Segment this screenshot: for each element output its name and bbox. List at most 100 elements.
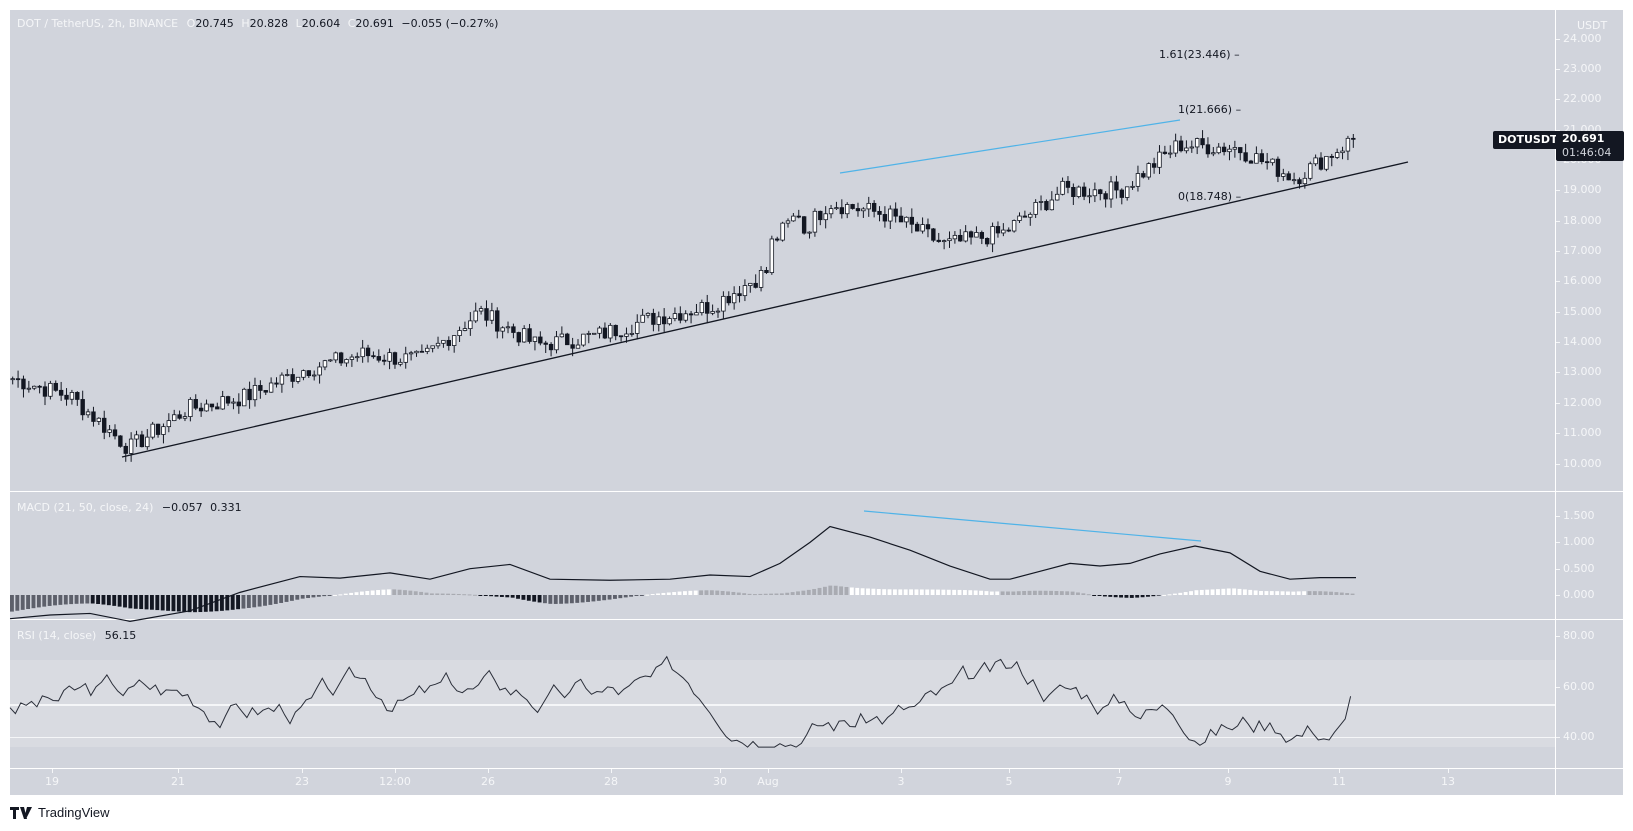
- candle: [1194, 137, 1200, 155]
- candle: [705, 294, 710, 323]
- candle: [96, 417, 102, 425]
- candle: [839, 199, 845, 219]
- candle: [317, 362, 322, 384]
- price-axis-tick: [1556, 38, 1560, 40]
- candle: [925, 218, 931, 238]
- candle: [958, 229, 963, 242]
- tradingview-logo[interactable]: TradingView: [10, 805, 110, 820]
- candle: [435, 336, 441, 349]
- ascending-trendline[interactable]: [121, 161, 1409, 458]
- pane-separator-rsi[interactable]: [10, 619, 1623, 620]
- fib-level-161[interactable]: 1.61(23.446) –: [1159, 48, 1240, 61]
- fib-level-0[interactable]: 0(18.748) –: [1178, 190, 1242, 203]
- candle: [678, 306, 683, 324]
- candle: [1103, 191, 1108, 208]
- candle: [408, 350, 414, 361]
- candle: [1243, 143, 1248, 163]
- candle: [882, 206, 888, 228]
- candle: [1049, 191, 1055, 211]
- candle: [575, 339, 581, 349]
- macd-divergence-line[interactable]: [863, 510, 1202, 542]
- candle: [1071, 183, 1076, 205]
- candle: [1184, 140, 1189, 154]
- candle: [1286, 171, 1291, 181]
- candle: [1006, 227, 1011, 233]
- candle: [1108, 176, 1114, 208]
- rsi-lower-line: [10, 737, 1555, 738]
- candle: [376, 349, 382, 363]
- candle: [285, 369, 290, 377]
- chart-container[interactable]: DOT / TetherUS, 2h, BINANCE O20.745 H20.…: [9, 10, 1624, 795]
- candle: [645, 312, 651, 319]
- candle: [608, 323, 613, 343]
- candle: [532, 336, 538, 351]
- candle: [511, 323, 516, 339]
- candle: [1033, 199, 1038, 219]
- candle: [75, 391, 80, 406]
- candle: [128, 432, 134, 462]
- price-axis-tick: [1556, 342, 1560, 344]
- resistance-line[interactable]: [839, 119, 1181, 174]
- candle: [473, 302, 478, 323]
- candle: [586, 330, 591, 344]
- last-price-tag: 20.691 01:46:04: [1556, 131, 1624, 161]
- candle: [419, 344, 425, 353]
- candle: [931, 227, 936, 243]
- candle: [775, 236, 780, 242]
- candle: [1135, 165, 1141, 192]
- candle: [161, 423, 166, 444]
- candle: [683, 310, 688, 323]
- macd-axis-label: 1.000: [1563, 535, 1595, 549]
- fib-level-1[interactable]: 1(21.666) –: [1178, 103, 1242, 116]
- candle: [521, 325, 527, 343]
- rsi-pane[interactable]: [9, 620, 1555, 768]
- candle: [1340, 146, 1345, 160]
- candle: [177, 410, 182, 420]
- macd-axis-label: 1.500: [1563, 509, 1595, 522]
- candle: [425, 344, 430, 355]
- candle: [764, 266, 769, 274]
- candle: [1151, 157, 1157, 174]
- candle: [274, 377, 279, 388]
- time-axis-label: 21: [171, 775, 185, 788]
- price-axis-tick: [1556, 402, 1560, 404]
- candle: [322, 359, 328, 371]
- candle: [742, 279, 748, 302]
- candle: [1011, 219, 1017, 233]
- candle: [861, 207, 866, 218]
- price-axis-label: 10.000: [1563, 456, 1602, 470]
- candle: [1238, 147, 1243, 161]
- rsi-value: 56.15: [104, 629, 137, 642]
- price-axis-label: 12.000: [1563, 395, 1602, 409]
- candle: [559, 326, 565, 338]
- candle: [791, 213, 796, 222]
- candle: [252, 377, 258, 407]
- candle: [1060, 177, 1065, 196]
- price-axis-tick: [1556, 372, 1560, 374]
- candle: [1351, 133, 1356, 148]
- candle: [37, 385, 42, 394]
- candle: [451, 335, 457, 353]
- time-axis-label: 5: [1005, 775, 1013, 788]
- candle: [505, 321, 511, 334]
- time-axis-label: Aug: [757, 775, 779, 788]
- candle: [635, 314, 640, 340]
- macd-pane[interactable]: [9, 492, 1555, 622]
- candle: [134, 430, 139, 447]
- candle: [871, 200, 877, 218]
- candle: [543, 340, 548, 353]
- candle: [877, 206, 882, 222]
- pane-separator-macd[interactable]: [10, 491, 1623, 492]
- candle: [1270, 158, 1275, 166]
- time-axis-tick: [611, 769, 612, 773]
- price-pane[interactable]: [10, 10, 1555, 491]
- candle: [1329, 153, 1334, 167]
- candle: [268, 377, 274, 393]
- change-value: −0.055 (−0.27%): [401, 17, 499, 30]
- candle: [667, 316, 672, 326]
- candle: [597, 325, 602, 339]
- bar-countdown: 01:46:04: [1562, 146, 1612, 159]
- candle: [984, 237, 990, 247]
- rsi-axis-tick: [1556, 737, 1560, 738]
- rsi-midline: [10, 704, 1555, 706]
